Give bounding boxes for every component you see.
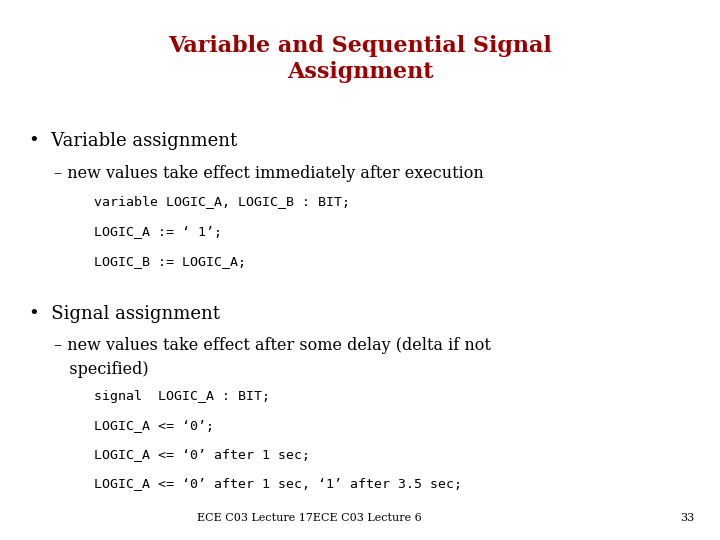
Text: variable LOGIC_A, LOGIC_B : BIT;: variable LOGIC_A, LOGIC_B : BIT; — [94, 195, 350, 208]
Text: ECE C03 Lecture 17ECE C03 Lecture 6: ECE C03 Lecture 17ECE C03 Lecture 6 — [197, 512, 422, 523]
Text: 33: 33 — [680, 512, 695, 523]
Text: – new values take effect immediately after execution: – new values take effect immediately aft… — [54, 165, 484, 181]
Text: LOGIC_A <= ‘0’ after 1 sec;: LOGIC_A <= ‘0’ after 1 sec; — [94, 448, 310, 461]
Text: •  Signal assignment: • Signal assignment — [29, 305, 220, 323]
Text: Variable and Sequential Signal
Assignment: Variable and Sequential Signal Assignmen… — [168, 35, 552, 83]
Text: – new values take effect after some delay (delta if not: – new values take effect after some dela… — [54, 338, 491, 354]
Text: •  Variable assignment: • Variable assignment — [29, 132, 237, 150]
Text: specified): specified) — [54, 361, 148, 377]
Text: LOGIC_A := ‘ 1’;: LOGIC_A := ‘ 1’; — [94, 225, 222, 238]
Text: signal  LOGIC_A : BIT;: signal LOGIC_A : BIT; — [94, 390, 269, 403]
Text: LOGIC_A <= ‘0’;: LOGIC_A <= ‘0’; — [94, 419, 214, 432]
Text: LOGIC_A <= ‘0’ after 1 sec, ‘1’ after 3.5 sec;: LOGIC_A <= ‘0’ after 1 sec, ‘1’ after 3.… — [94, 477, 462, 490]
Text: LOGIC_B := LOGIC_A;: LOGIC_B := LOGIC_A; — [94, 255, 246, 268]
